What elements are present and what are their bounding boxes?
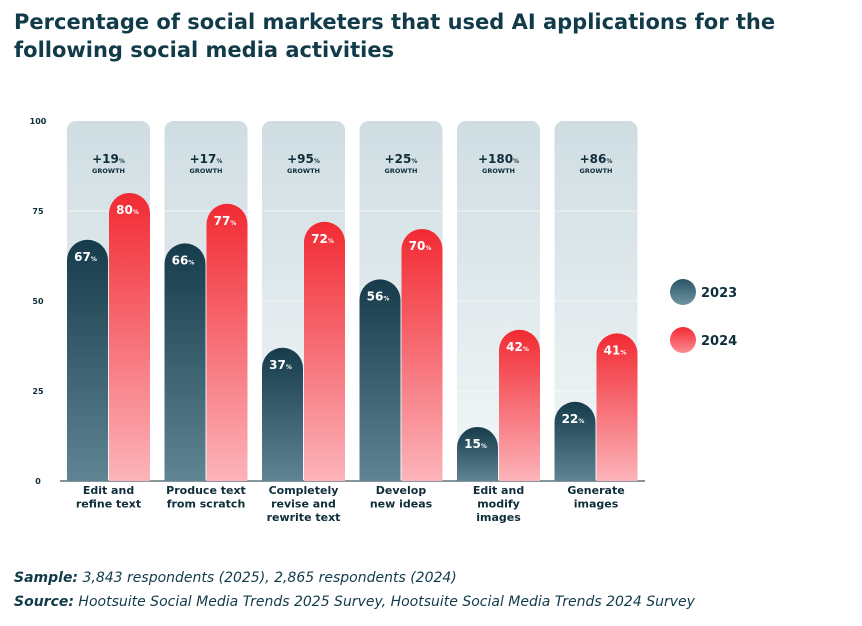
bar-value-label: 56% — [367, 289, 390, 303]
bar-value-label: 22% — [562, 412, 585, 426]
category-label: Edit and — [473, 484, 524, 497]
growth-label: GROWTH — [482, 167, 515, 175]
bar-value-label: 80% — [116, 203, 139, 217]
bar-2023 — [554, 401, 596, 481]
category-label: new ideas — [370, 498, 433, 511]
growth-value: +17% — [190, 152, 223, 166]
bar-2024 — [499, 329, 540, 481]
category-label: images — [476, 511, 521, 524]
growth-label: GROWTH — [580, 167, 613, 175]
growth-label: GROWTH — [385, 167, 418, 175]
legend-swatch-2024 — [670, 327, 696, 353]
bar-2023 — [67, 239, 108, 481]
category-label: modify — [477, 498, 520, 511]
bar-value-label: 37% — [269, 358, 292, 372]
growth-label: GROWTH — [92, 167, 125, 175]
y-tick-label: 25 — [32, 387, 44, 396]
category-label: rewrite text — [267, 511, 341, 524]
sample-text: 3,843 respondents (2025), 2,865 responde… — [82, 570, 457, 586]
category-label: Develop — [376, 484, 427, 497]
sample-label: Sample: — [14, 570, 79, 586]
legend-label-2023: 2023 — [701, 286, 737, 301]
sample-note: Sample: 3,843 respondents (2025), 2,865 … — [14, 566, 854, 590]
bar-2024 — [596, 333, 638, 481]
bar-2024 — [304, 221, 345, 482]
bar-value-label: 15% — [464, 437, 487, 451]
category-label: Produce text — [166, 484, 246, 497]
source-note: Source: Hootsuite Social Media Trends 20… — [14, 590, 854, 614]
bar-chart: 0 25 50 75 100 67% 66% 37% 56% 15% 22% 80% 77% 72% 70… — [30, 117, 738, 524]
bar-2024 — [401, 229, 443, 481]
bar-value-label: 77% — [214, 214, 237, 228]
category-label: revise and — [271, 498, 336, 511]
footnotes: Sample: 3,843 respondents (2025), 2,865 … — [14, 566, 854, 614]
category-label: Edit and — [83, 484, 134, 497]
y-tick-label: 100 — [30, 117, 47, 126]
bar-2023 — [164, 243, 206, 481]
bar-value-label: 66% — [172, 253, 195, 267]
bar-2024 — [109, 192, 150, 481]
category-label: refine text — [76, 498, 141, 511]
growth-label: GROWTH — [287, 167, 320, 175]
y-tick-label: 50 — [32, 297, 44, 306]
bar-2023 — [262, 347, 303, 481]
category-label: Generate — [567, 484, 624, 497]
bar-value-label: 42% — [506, 340, 529, 354]
bar-value-label: 41% — [604, 343, 627, 357]
growth-value: +86% — [580, 152, 613, 166]
bar-2024 — [206, 203, 248, 482]
bar-value-label: 72% — [311, 232, 334, 246]
source-text: Hootsuite Social Media Trends 2025 Surve… — [78, 594, 695, 610]
growth-label: GROWTH — [190, 167, 223, 175]
legend-swatch-2023 — [670, 279, 696, 305]
bar-value-label: 70% — [409, 239, 432, 253]
growth-value: +180% — [478, 152, 519, 166]
legend-label-2024: 2024 — [701, 334, 737, 349]
bar-2023 — [457, 426, 498, 481]
growth-value: +25% — [385, 152, 418, 166]
y-tick-label: 0 — [35, 477, 41, 486]
growth-value: +19% — [92, 152, 125, 166]
category-label: from scratch — [167, 498, 246, 511]
bar-2023 — [359, 279, 401, 481]
y-tick-label: 75 — [32, 207, 44, 216]
chart-title: Percentage of social marketers that used… — [14, 10, 776, 62]
source-label: Source: — [14, 594, 74, 610]
category-label: Completely — [269, 484, 339, 497]
bar-value-label: 67% — [74, 250, 97, 264]
growth-value: +95% — [287, 152, 320, 166]
category-label: images — [574, 498, 619, 511]
